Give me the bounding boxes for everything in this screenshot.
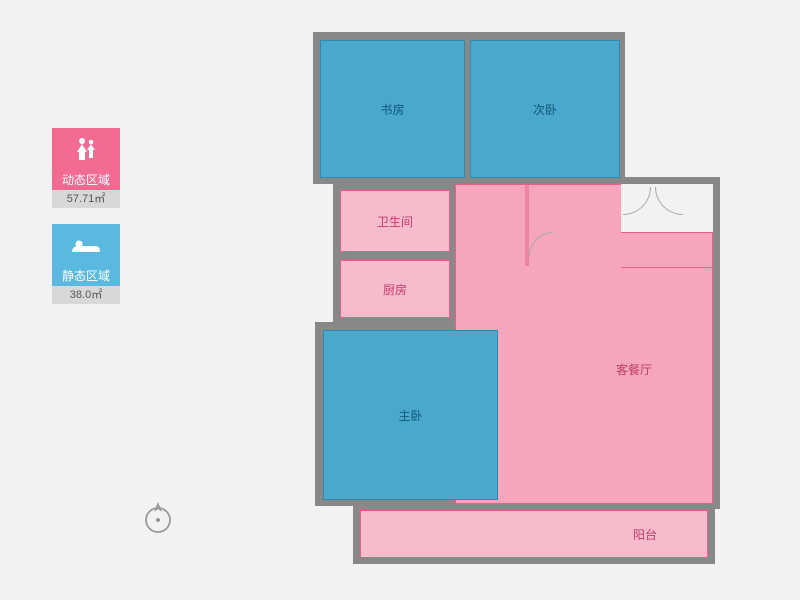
- hall-patch: [621, 232, 713, 268]
- sleep-icon: [52, 224, 120, 266]
- legend-static-label: 静态区域: [52, 266, 120, 286]
- room-shufang: 书房: [320, 40, 465, 178]
- room-weishengjian: 卫生间: [340, 190, 450, 252]
- room-label: 主卧: [398, 407, 422, 424]
- room-yangtai: 阳台: [360, 510, 708, 558]
- room-ciwo: 次卧: [470, 40, 620, 178]
- room-label: 次卧: [533, 101, 557, 118]
- room-label: 客餐厅: [616, 361, 652, 378]
- legend-dynamic-label: 动态区域: [52, 170, 120, 190]
- room-label: 书房: [380, 101, 404, 118]
- wall-divider: [525, 184, 529, 266]
- room-label: 厨房: [383, 281, 407, 298]
- floorplan: 书房 次卧 客餐厅 卫生间 厨房 主卧 阳台: [305, 32, 725, 592]
- wall-divider: [465, 40, 470, 178]
- compass-icon: [140, 500, 176, 536]
- room-zhuwo: 主卧: [323, 330, 498, 500]
- legend-static-value: 38.0㎡: [52, 286, 120, 304]
- legend-dynamic: 动态区域 57.71㎡: [52, 128, 120, 208]
- people-icon: [52, 128, 120, 170]
- legend-panel: 动态区域 57.71㎡ 静态区域 38.0㎡: [52, 128, 120, 320]
- legend-static: 静态区域 38.0㎡: [52, 224, 120, 304]
- room-chufang: 厨房: [340, 260, 450, 318]
- room-label: 阳台: [633, 526, 657, 543]
- room-label: 卫生间: [377, 213, 413, 230]
- legend-dynamic-value: 57.71㎡: [52, 190, 120, 208]
